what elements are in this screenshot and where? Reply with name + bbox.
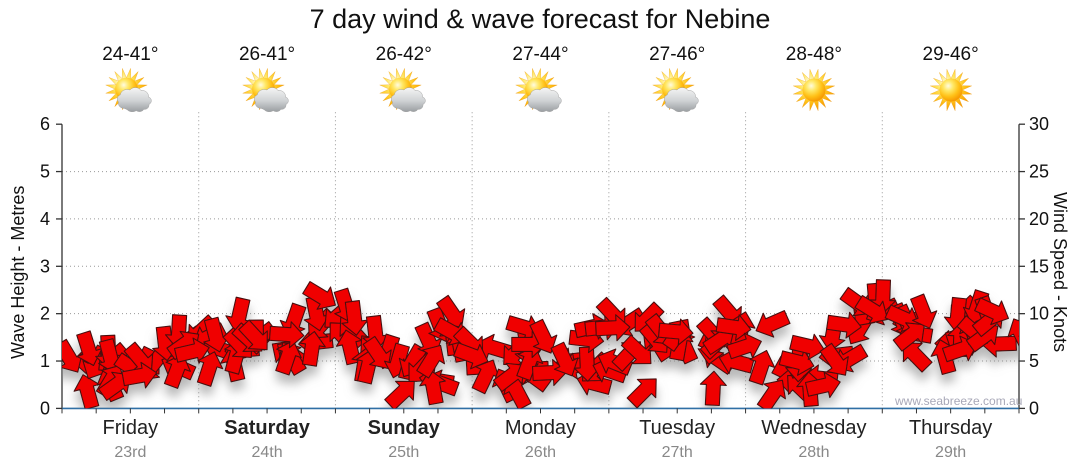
svg-text:0: 0 <box>40 398 50 418</box>
svg-text:5: 5 <box>40 162 50 182</box>
svg-text:6: 6 <box>40 114 50 134</box>
svg-text:20: 20 <box>1029 209 1049 229</box>
svg-text:1: 1 <box>40 351 50 371</box>
svg-text:15: 15 <box>1029 256 1049 276</box>
svg-text:25: 25 <box>1029 162 1049 182</box>
svg-text:4: 4 <box>40 209 50 229</box>
svg-text:30: 30 <box>1029 114 1049 134</box>
svg-text:2: 2 <box>40 304 50 324</box>
svg-text:3: 3 <box>40 256 50 276</box>
svg-text:10: 10 <box>1029 304 1049 324</box>
svg-text:0: 0 <box>1029 398 1039 418</box>
svg-text:5: 5 <box>1029 351 1039 371</box>
